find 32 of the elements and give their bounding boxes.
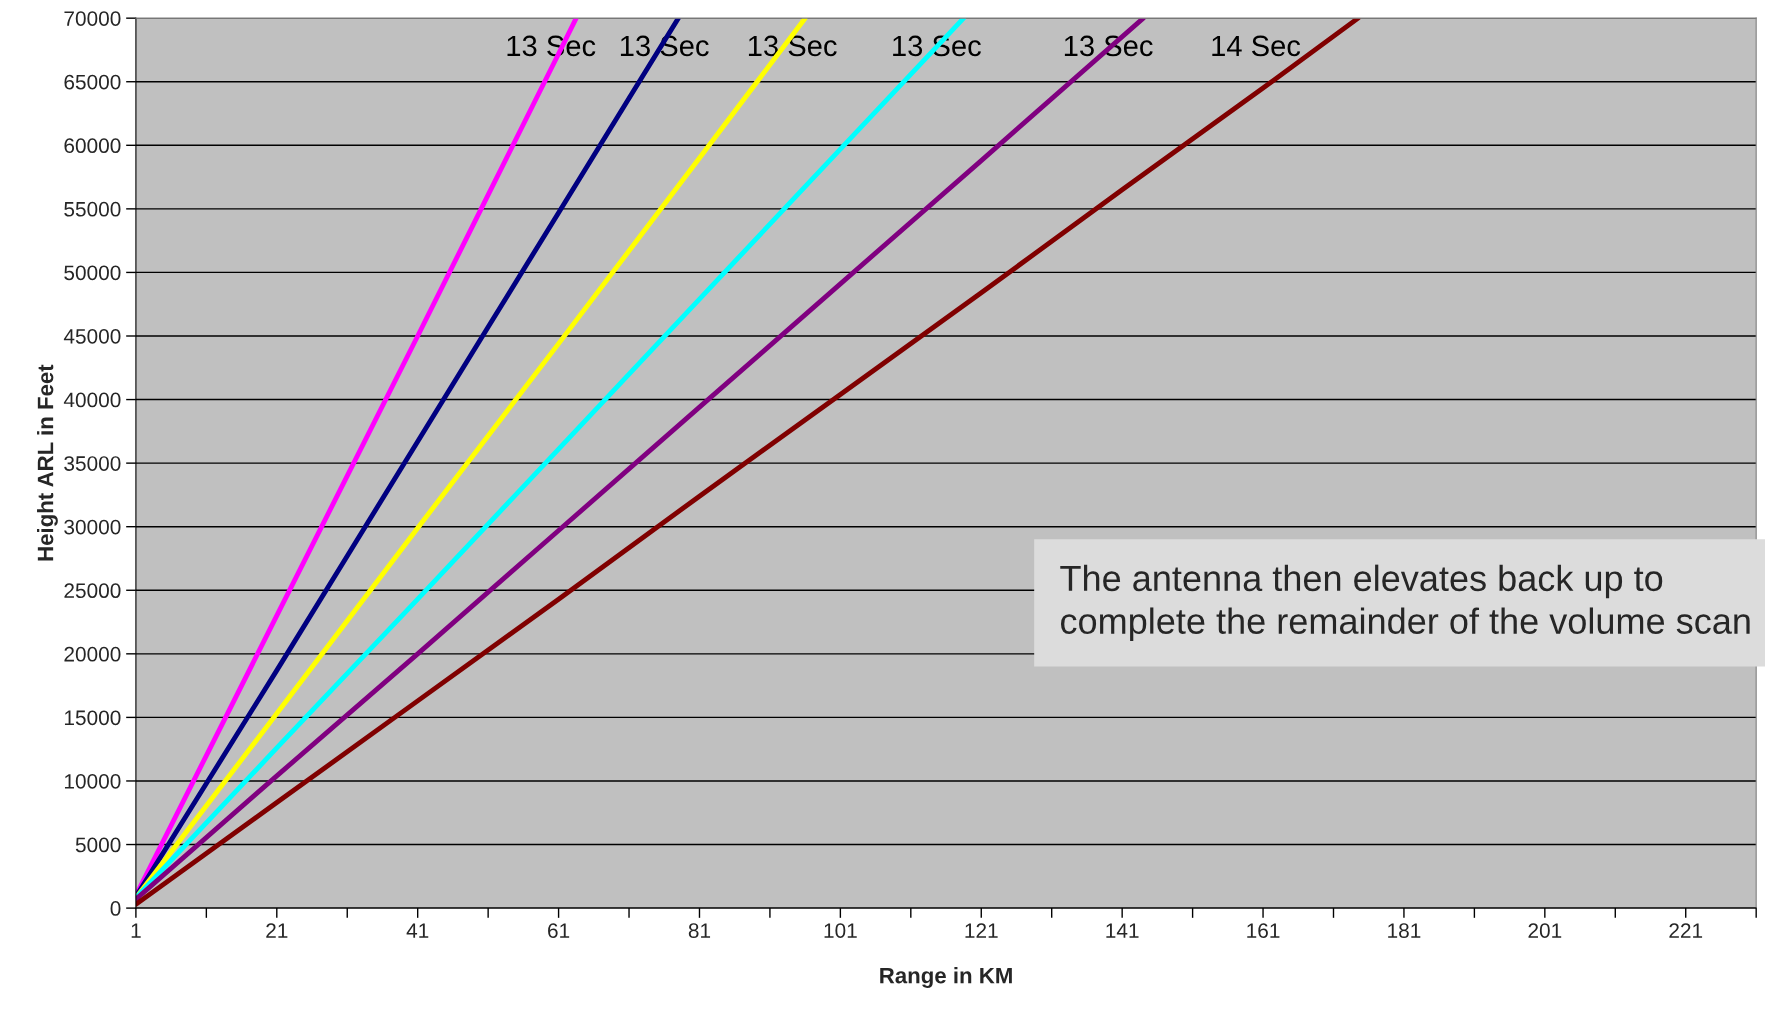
annotation: 13 Sec: [748, 35, 837, 57]
y-tick-label: 65000: [64, 74, 121, 90]
annotation: The antenna then elevates back up to complete the remainder of the volume scan: [1060, 564, 1750, 642]
y-tick-label: 10000: [64, 773, 121, 789]
y-tick-label: 30000: [64, 519, 121, 535]
y-tick-label: 0: [110, 901, 121, 916]
x-tick-label: 101: [824, 923, 857, 938]
x-tick-label: 201: [1528, 923, 1562, 938]
x-tick-label: 121: [965, 923, 998, 938]
x-tick-label: 181: [1388, 923, 1421, 938]
y-tick-label: 55000: [64, 201, 121, 217]
x-tick-label: 1: [131, 923, 141, 938]
y-tick-label: 20000: [64, 646, 121, 662]
annotation: 14 Sec: [1212, 35, 1301, 57]
x-tick-label: 21: [266, 923, 288, 938]
y-tick-label: 45000: [63, 329, 121, 344]
x-axis-title: Range in KM: [880, 967, 1012, 988]
y-tick-label: 60000: [64, 138, 121, 154]
y-tick-label: 15000: [64, 710, 121, 726]
x-tick-label: 81: [688, 923, 711, 938]
y-axis-title: Height ARL in Feet: [37, 364, 58, 561]
x-tick-label: 221: [1669, 923, 1703, 938]
x-tick-label: 41: [406, 923, 429, 938]
x-tick-label: 61: [548, 923, 570, 938]
y-tick-label: 50000: [64, 265, 121, 281]
y-tick-label: 35000: [64, 456, 121, 471]
x-tick-label: 161: [1247, 923, 1280, 938]
x-tick-label: 141: [1106, 923, 1139, 938]
y-tick-label: 70000: [64, 11, 121, 26]
y-tick-label: 5000: [75, 837, 121, 853]
y-tick-label: 40000: [63, 392, 121, 408]
y-tick-label: 25000: [64, 583, 121, 599]
